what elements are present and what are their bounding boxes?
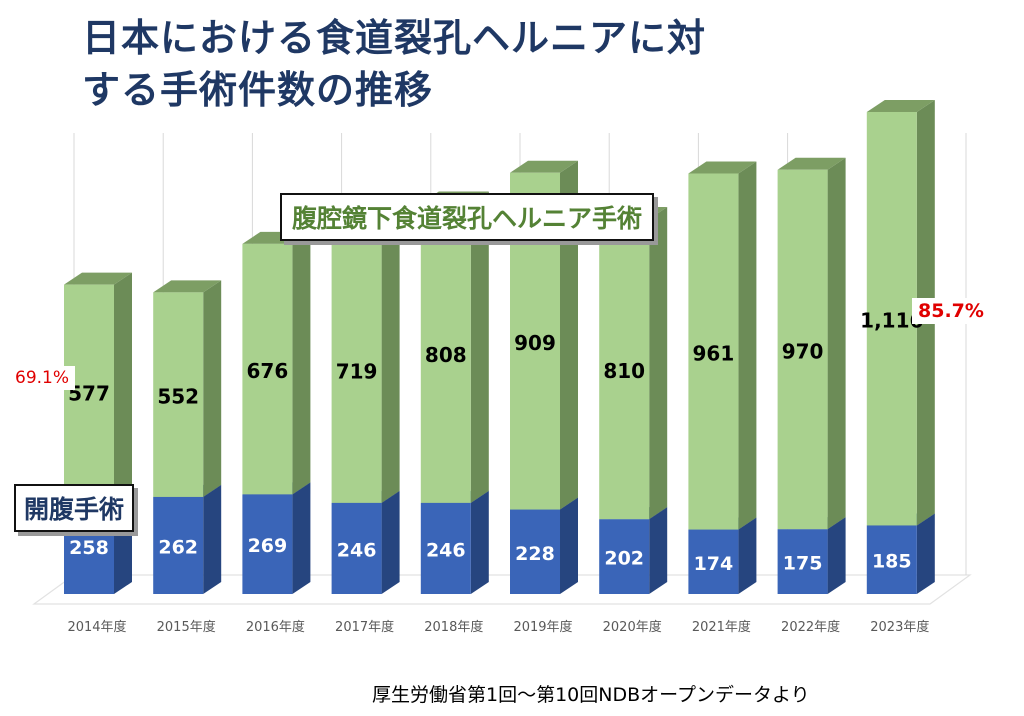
- x-tick-label: 2022年度: [781, 619, 840, 635]
- legend-open: 開腹手術: [14, 484, 135, 532]
- chart-title: 日本における食道裂孔ヘルニアに対 する手術件数の推移: [82, 12, 706, 116]
- bar-laparoscopic-2022年度-top: [777, 157, 846, 170]
- data-label-laparoscopic: 970: [782, 339, 824, 363]
- data-label-laparoscopic: 676: [247, 359, 289, 383]
- data-label-open: 174: [694, 553, 734, 575]
- bar-open-2021年度-side: [738, 517, 757, 594]
- data-label-laparoscopic: 552: [157, 385, 199, 409]
- bar-laparoscopic-2018年度: [420, 203, 471, 503]
- x-tick-label: 2023年度: [870, 619, 929, 635]
- bar-open-2020年度-side: [649, 507, 668, 594]
- bar-open-2023年度-side: [916, 513, 935, 594]
- data-label-laparoscopic: 808: [425, 343, 467, 367]
- x-tick-label: 2014年度: [67, 619, 126, 635]
- bar-open-2022年度-side: [827, 517, 846, 594]
- data-label-open: 185: [872, 551, 912, 573]
- bar-open-2020年度: [599, 519, 650, 594]
- bar-laparoscopic-2020年度: [599, 219, 650, 520]
- bar-laparoscopic-2017年度: [331, 236, 382, 503]
- chart-floor: [32, 574, 972, 605]
- bar-laparoscopic-2021年度: [688, 173, 739, 530]
- bar-laparoscopic-2014年度: [64, 284, 114, 499]
- bar-open-2016年度-side: [292, 482, 311, 594]
- bar-open-2023年度: [866, 525, 917, 594]
- legend-laparoscopic: 腹腔鏡下食道裂孔ヘルニア手術: [280, 193, 655, 241]
- x-tick-label: 2021年度: [692, 619, 751, 635]
- x-tick-label: 2015年度: [157, 619, 216, 635]
- bar-open-2015年度: [153, 496, 204, 594]
- bar-open-2017年度: [331, 502, 382, 594]
- data-label-open: 246: [337, 539, 377, 561]
- bar-open-2018年度: [420, 502, 471, 594]
- bar-laparoscopic-2014年度-side: [114, 272, 132, 499]
- bar-laparoscopic-2014年度-top: [64, 272, 132, 285]
- x-tick-label: 2019年度: [513, 619, 572, 635]
- bar-laparoscopic-2023年度: [866, 111, 917, 526]
- bar-laparoscopic-2020年度-side: [649, 207, 668, 520]
- data-label-laparoscopic: 577: [68, 382, 110, 406]
- bar-open-2019年度: [510, 509, 560, 594]
- bar-laparoscopic-2016年度-side: [292, 231, 311, 495]
- bar-open-2022年度: [777, 529, 828, 594]
- data-label-laparoscopic: 810: [603, 359, 645, 383]
- bar-open-2019年度-side: [560, 497, 578, 594]
- bar-laparoscopic-2016年度: [242, 243, 293, 495]
- bar-laparoscopic-2022年度: [777, 169, 828, 530]
- bar-laparoscopic-2015年度: [153, 292, 204, 497]
- data-label-open: 175: [783, 553, 823, 575]
- x-tick-label: 2017年度: [335, 619, 394, 635]
- bar-open-2018年度-side: [470, 490, 489, 594]
- bar-laparoscopic-2021年度-top: [688, 161, 757, 174]
- title-line-2: する手術件数の推移: [82, 68, 434, 112]
- bar-open-2021年度: [688, 529, 739, 594]
- bar-laparoscopic-2023年度-top: [866, 99, 935, 112]
- percent-2014: 69.1%: [9, 366, 76, 390]
- bar-open-2017年度-side: [381, 490, 400, 594]
- data-source: 厚生労働省第1回〜第10回NDBオープンデータより: [372, 684, 810, 706]
- data-label-open: 246: [426, 539, 466, 561]
- data-label-laparoscopic: 909: [514, 331, 556, 355]
- bar-laparoscopic-2018年度-side: [470, 191, 489, 503]
- data-label-open: 202: [604, 548, 644, 570]
- bar-laparoscopic-2015年度-side: [203, 280, 222, 497]
- bar-laparoscopic-2019年度-side: [560, 160, 578, 510]
- bar-laparoscopic-2017年度-side: [381, 224, 400, 503]
- x-tick-label: 2018年度: [424, 619, 483, 635]
- data-label-open: 258: [69, 537, 109, 559]
- data-label-open: 228: [515, 543, 555, 565]
- bar-laparoscopic-2019年度-top: [510, 160, 578, 173]
- x-tick-label: 2016年度: [246, 619, 305, 635]
- bar-laparoscopic-2021年度-side: [738, 161, 757, 530]
- percent-2023: 85.7%: [912, 298, 990, 324]
- bar-laparoscopic-2015年度-top: [153, 280, 222, 293]
- data-label-laparoscopic: 719: [336, 360, 378, 384]
- x-tick-label: 2020年度: [603, 619, 662, 635]
- data-label-laparoscopic: 961: [693, 342, 735, 366]
- data-label-open: 262: [158, 536, 198, 558]
- title-line-1: 日本における食道裂孔ヘルニアに対: [82, 16, 707, 60]
- bar-open-2016年度: [242, 494, 293, 594]
- data-label-open: 269: [248, 535, 288, 557]
- bar-open-2015年度-side: [203, 484, 222, 594]
- bar-laparoscopic-2022年度-side: [827, 157, 846, 530]
